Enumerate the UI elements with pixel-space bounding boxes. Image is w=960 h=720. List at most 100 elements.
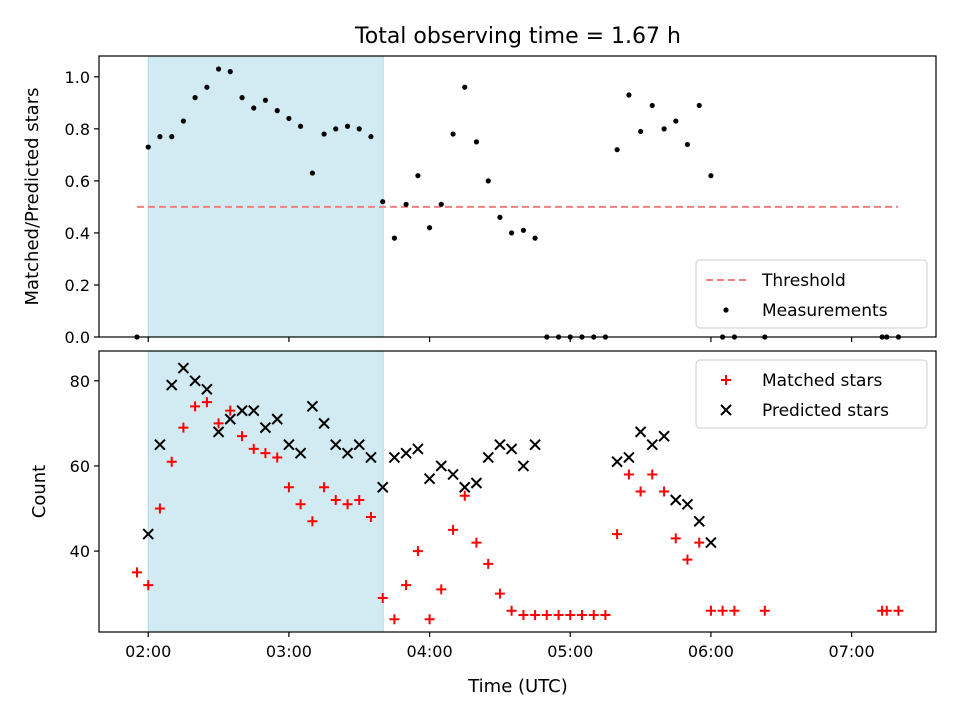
measurement-point [684,141,691,148]
predicted-star-point [353,438,365,451]
matched-star-point [201,397,212,408]
measurement-point [391,235,398,241]
measurement-point [438,201,444,207]
x-tick-label: 04:00 [407,642,453,661]
legend-item: Matched stars [721,371,882,391]
legend-box [695,359,928,429]
measurement-point [356,126,362,132]
measurement-point [614,147,620,153]
matched-star-point [190,401,201,412]
predicted-star-point [459,481,471,493]
predicted-star-point [294,447,307,459]
x-tick-label: 07:00 [829,642,875,661]
matched-star-point [459,490,470,501]
axes-frame [98,55,937,338]
measurement-point [215,66,222,72]
predicted-star-point [388,451,401,464]
matched-star-point [365,512,376,523]
predicted-star-point [670,494,682,506]
count-panel: 02:00 03:00 04:00 05:00 06:00 07:00 40 60 80 Coun… [29,350,937,661]
measurement-point [321,131,327,137]
predicted-star-point [166,379,178,391]
measurement-point [333,126,339,132]
matched-star-point [295,499,306,510]
matched-star-point [682,554,693,565]
matched-star-point [154,503,165,514]
measurement-point [145,144,151,150]
predicted-star-point [611,455,623,468]
predicted-star-point [634,426,647,438]
measurement-point [297,123,304,129]
measurement-point [673,118,679,124]
matched-star-point [635,486,646,497]
measurement-point [637,128,644,135]
matched-star-point [248,443,259,454]
predicted-star-point [505,443,518,455]
predicted-star-point [189,375,201,387]
matched-star-point [319,482,330,493]
measurement-point [157,134,163,140]
matched-star-point [541,609,552,620]
chart-title: Total observing time = 1.67 h [354,24,681,49]
measurement-point [380,199,386,205]
matched-star-point [436,584,447,595]
y-tick-label: 1.0 [65,68,90,87]
legend: Matched stars Predicted stars [695,359,928,429]
matched-star-point [424,614,435,625]
measurement-point [450,131,456,137]
y-tick-label: 0.0 [65,328,90,347]
y-tick-label: 80 [70,372,90,391]
measurement-point [344,123,351,129]
measurement-point [485,178,491,184]
measurement-point [497,214,503,220]
measurement-point [169,134,175,140]
y-tick-label: 0.6 [65,172,90,191]
measurement-point [508,230,515,236]
predicted-star-point [330,438,342,451]
predicted-star-point [517,460,530,472]
y-axis-label: Matched/Predicted stars [22,88,43,306]
measurement-point [473,139,480,145]
measurement-point [661,126,667,132]
matched-star-point [705,605,716,616]
x-axis-label: Time (UTC) [467,676,568,697]
matched-star-point [272,452,283,463]
matched-star-point [553,609,564,620]
matched-star-point [412,546,423,557]
axes-frame [98,350,937,633]
measurement-point [274,108,280,114]
predicted-star-point [377,481,389,493]
measurement-point [403,201,409,207]
matched-star-point [330,495,341,506]
series-predicted-stars [142,362,717,549]
legend-item: Measurements [723,301,888,321]
predicted-star-point [341,447,354,459]
matched-star-point [670,533,681,544]
predicted-star-point [201,383,213,396]
matched-star-point [729,605,740,616]
predicted-star-point [248,404,260,417]
legend-matched-swatch [721,375,731,385]
measurement-point [192,95,198,101]
matched-star-point [237,431,248,442]
predicted-star-point [658,430,670,442]
predicted-star-point [412,443,424,455]
predicted-star-point [365,451,377,464]
legend-label: Predicted stars [762,401,889,421]
predicted-star-point [423,473,436,485]
matched-star-point [166,456,177,467]
legend-label: Measurements [762,301,888,321]
legend-item: Threshold [706,271,846,291]
predicted-star-point [623,451,635,464]
matched-star-point [143,580,154,591]
predicted-star-point [271,413,283,425]
matched-star-point [354,495,365,506]
legend-item: Predicted stars [720,401,889,421]
predicted-star-point [435,460,447,472]
matched-star-point [659,486,670,497]
legend-label: Threshold [761,271,846,291]
matched-star-point [448,524,459,535]
matched-star-point [623,469,634,480]
measurement-point [426,225,433,231]
predicted-star-point [482,451,494,464]
